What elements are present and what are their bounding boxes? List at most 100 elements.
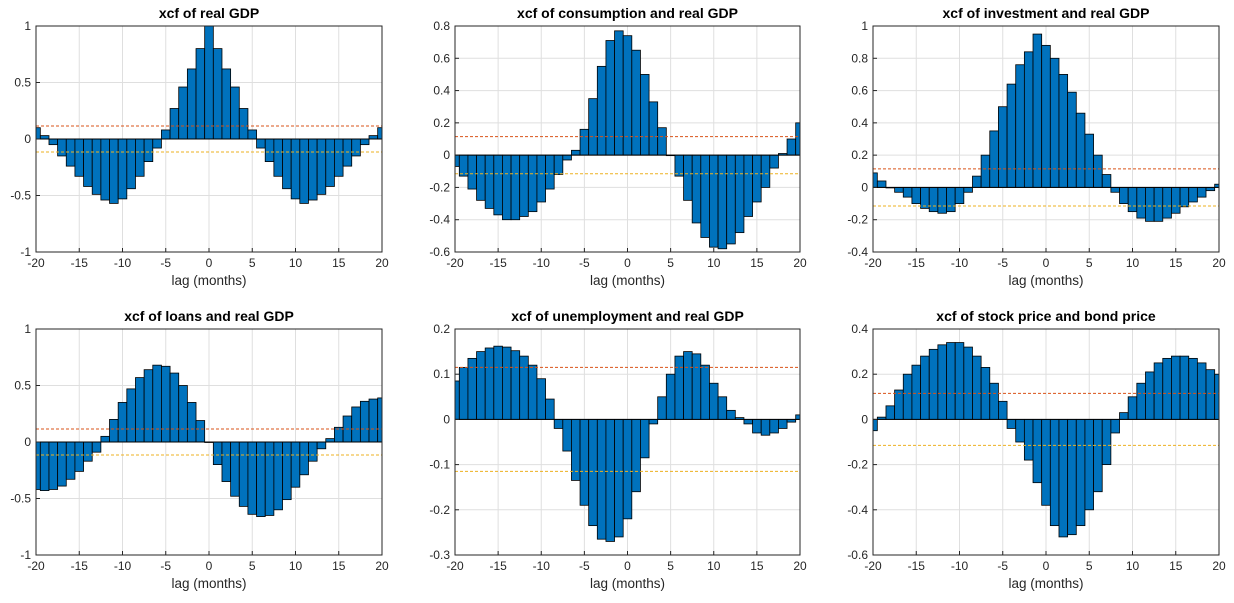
bar — [752, 154, 762, 203]
bar — [1049, 418, 1060, 527]
bar — [894, 187, 904, 193]
bar — [502, 154, 512, 221]
bar — [35, 441, 41, 490]
bar — [1093, 154, 1103, 188]
bar — [726, 409, 736, 420]
bar — [1084, 133, 1094, 188]
x-tick-label: 5 — [667, 559, 674, 573]
bar — [117, 402, 128, 443]
x-tick-label: -15 — [489, 256, 507, 270]
bar — [579, 128, 590, 156]
bar — [247, 129, 257, 140]
chart-panel-2: -20 -15 -10 -5 0 5 10 15 20 -0.6 -0.4 -0.2 0 0.2 0.4 0.… — [429, 5, 807, 288]
x-tick-label: 0 — [206, 559, 213, 573]
x-tick-label: -15 — [908, 559, 926, 573]
bar — [109, 418, 119, 443]
bar — [57, 441, 67, 487]
bar — [562, 418, 572, 452]
bar — [35, 127, 41, 140]
bar — [963, 187, 973, 193]
y-tick-label: -0.2 — [847, 458, 868, 472]
x-tick-label: 15 — [750, 559, 764, 573]
bar — [1101, 418, 1112, 465]
bar — [39, 135, 50, 140]
bar — [954, 342, 965, 420]
y-tick-label: 0.2 — [433, 116, 450, 130]
y-tick-label: 0.4 — [851, 116, 868, 130]
bar — [65, 441, 76, 480]
bar — [290, 441, 301, 488]
y-tick-label: 0.2 — [851, 148, 868, 162]
bar — [972, 355, 982, 420]
bar — [1067, 91, 1077, 188]
bar — [657, 127, 667, 156]
bar — [1196, 362, 1207, 420]
bar — [734, 154, 745, 234]
bar — [795, 122, 801, 156]
bar — [368, 398, 379, 443]
y-tick-label: -0.4 — [429, 213, 450, 227]
bar — [911, 364, 921, 420]
x-tick-label: -15 — [71, 559, 89, 573]
bar — [717, 154, 728, 250]
y-tick-label: 0.4 — [433, 84, 450, 98]
x-tick-label: 0 — [624, 559, 631, 573]
bar — [1153, 187, 1164, 222]
bar — [510, 154, 521, 221]
bar — [264, 138, 275, 163]
x-tick-label: -10 — [951, 559, 969, 573]
bar — [1162, 187, 1172, 219]
bar — [458, 367, 469, 420]
x-tick-label: 20 — [375, 559, 389, 573]
x-axis-label: lag (months) — [171, 576, 246, 591]
bar — [894, 389, 904, 420]
x-tick-label: -15 — [489, 559, 507, 573]
bar — [946, 187, 956, 213]
x-tick-label: 20 — [375, 256, 389, 270]
bar — [342, 138, 353, 167]
bar — [1153, 362, 1164, 420]
bar — [640, 74, 650, 156]
bar — [273, 441, 283, 511]
bar — [74, 138, 84, 177]
x-tick-label: 15 — [750, 256, 764, 270]
bar — [161, 365, 171, 443]
bar — [169, 108, 180, 140]
bar — [1067, 418, 1077, 536]
y-tick-label: 0.8 — [851, 51, 868, 65]
chart-panel-1: -20 -15 -10 -5 0 5 10 15 20 -1 -0.5 0 0.5 1 xcf of rea… — [10, 5, 389, 288]
y-tick-label: 0.1 — [433, 367, 450, 381]
bar — [937, 344, 947, 420]
bar — [717, 396, 728, 420]
bar — [605, 418, 615, 542]
bar — [683, 154, 693, 201]
bar — [230, 86, 240, 140]
bar — [1049, 57, 1060, 188]
bar — [1119, 412, 1129, 420]
bar — [691, 353, 702, 420]
y-tick-label: 1 — [24, 322, 31, 336]
bar — [282, 138, 292, 190]
bar — [631, 49, 641, 156]
bar — [665, 373, 676, 420]
x-axis-label: lag (months) — [590, 273, 665, 288]
bar — [1075, 112, 1086, 188]
bar — [1093, 418, 1103, 493]
bar — [334, 138, 344, 177]
bar — [1179, 187, 1190, 208]
bar — [553, 418, 564, 429]
bar — [1171, 187, 1181, 214]
bar — [726, 154, 736, 245]
bar — [126, 388, 136, 443]
x-tick-label: 0 — [1043, 559, 1050, 573]
y-tick-label: 0.2 — [851, 367, 868, 381]
x-tick-label: -5 — [997, 256, 1008, 270]
bar — [562, 154, 572, 161]
bar — [980, 154, 991, 188]
x-tick-label: -10 — [114, 559, 132, 573]
y-tick-label: 0.6 — [433, 51, 450, 65]
x-tick-label: -15 — [71, 256, 89, 270]
bar — [100, 435, 110, 443]
bar — [1179, 355, 1190, 420]
bar — [778, 418, 788, 429]
